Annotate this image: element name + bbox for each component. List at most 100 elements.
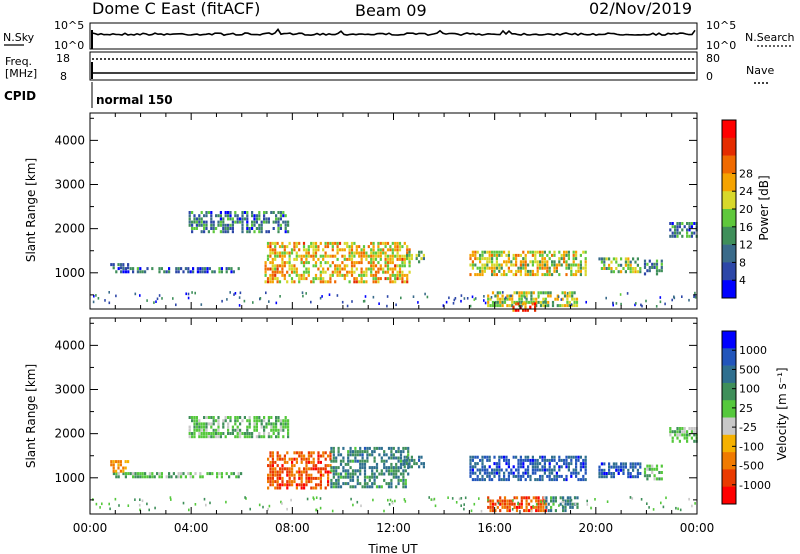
velocity-colorbar-segment: [722, 469, 736, 487]
power-colorbar-tick-label: 8: [739, 256, 746, 269]
velocity-near-range-scatter: [92, 496, 696, 513]
x-tick-label: 00:00: [73, 521, 108, 535]
x-tick-label: 16:00: [477, 521, 512, 535]
velocity-echo-region: [598, 462, 642, 479]
power-y-tick-label: 4000: [54, 133, 85, 147]
radar-title: Dome C East (fitACF): [92, 0, 260, 18]
velocity-echo-region: [112, 472, 243, 479]
velocity-panel-frame: [89, 317, 698, 515]
power-colorbar-tick-label: 4: [739, 274, 746, 287]
power-colorbar: 4 8 12 16 20 24 28: [721, 119, 753, 299]
nsearch-tick-top: 10^5: [706, 19, 736, 32]
cpid-value: normal 150: [96, 93, 173, 107]
power-echo-region: [598, 257, 642, 274]
velocity-y-tick-label: 3000: [54, 383, 85, 397]
velocity-echo-region: [487, 496, 547, 513]
power-colorbar-segment: [722, 155, 736, 174]
velocity-y-tick-label: 4000: [54, 338, 85, 352]
velocity-colorbar-segment: [722, 434, 736, 453]
power-echo-region: [188, 211, 290, 234]
velocity-echo-region: [643, 464, 663, 481]
velocity-colorbar-tick-label: -1000: [739, 479, 771, 492]
power-colorbar-segment: [722, 262, 736, 281]
power-colorbar-segment: [722, 191, 736, 210]
power-colorbar-segment: [722, 244, 736, 263]
noise-strip: [89, 22, 698, 50]
velocity-echo-region: [110, 460, 130, 473]
power-colorbar-tick-label: 28: [739, 167, 753, 180]
velocity-colorbar-tick-label: -500: [739, 460, 764, 473]
velocity-colorbar-segment: [722, 486, 736, 505]
power-panel-frame: [89, 112, 698, 310]
power-colorbar-segment: [722, 280, 736, 299]
velocity-colorbar-segment: [722, 452, 736, 470]
power-colorbar-segment: [722, 120, 736, 139]
velocity-colorbar-segment: [722, 348, 736, 366]
nsearch-tick-bottom: 10^0: [706, 39, 736, 52]
power-colorbar-segment: [722, 209, 736, 228]
power-echo-region: [264, 241, 411, 284]
power-colorbar-segment: [722, 137, 736, 156]
nave-tick-top: 80: [706, 52, 720, 65]
velocity-echoes: [92, 416, 698, 513]
velocity-echo-region: [188, 416, 290, 439]
velocity-colorbar-segment: [722, 400, 736, 418]
x-tick-label: 12:00: [376, 521, 411, 535]
nave-tick-bottom: 0: [706, 70, 713, 83]
power-colorbar-segment: [722, 173, 736, 192]
velocity-colorbar-tick-label: 500: [739, 363, 760, 376]
x-tick-label: 20:00: [579, 521, 614, 535]
velocity-axis-ticks: 1000 2000 3000 4000 00:00 04:00 08:00 12:00 16:0…: [54, 318, 714, 535]
freq-tick-top: 18: [56, 52, 70, 65]
power-echo-region: [110, 263, 130, 270]
beam-label: Beam 09: [355, 1, 427, 20]
velocity-colorbar-tick-label: 1000: [739, 344, 767, 357]
power-echo-region: [512, 302, 537, 312]
x-tick-label: 08:00: [275, 521, 310, 535]
power-colorbar-tick-label: 20: [739, 203, 753, 216]
nsky-label: N.Sky: [3, 31, 35, 44]
power-colorbar-tick-label: 24: [739, 185, 753, 198]
power-y-label: Slant Range [km]: [24, 158, 38, 262]
velocity-echo-region: [330, 446, 410, 489]
velocity-y-tick-label: 1000: [54, 471, 85, 485]
velocity-colorbar-segment: [722, 365, 736, 384]
power-echo-region: [115, 267, 240, 274]
velocity-y-tick-label: 2000: [54, 427, 85, 441]
velocity-colorbar: 1000 500 100 25 -25 -100 -500 -1000: [721, 330, 771, 505]
x-tick-label: 00:00: [680, 521, 715, 535]
velocity-colorbar-segment: [722, 331, 736, 349]
velocity-colorbar-tick-label: -100: [739, 440, 764, 453]
x-axis-label: Time UT: [367, 542, 418, 554]
power-y-tick-label: 3000: [54, 178, 85, 192]
noise-trace: [91, 28, 696, 49]
power-colorbar-label: Power [dB]: [757, 175, 771, 240]
velocity-y-label: Slant Range [km]: [24, 364, 38, 468]
x-tick-label: 04:00: [174, 521, 209, 535]
velocity-echo-region: [403, 455, 425, 469]
freq-label: Freq.: [5, 55, 32, 68]
power-y-tick-label: 2000: [54, 222, 85, 236]
nsky-tick-bottom: 10^0: [54, 39, 84, 52]
velocity-colorbar-segment: [722, 382, 736, 401]
power-echo-region: [643, 259, 663, 276]
freq-strip: [89, 51, 698, 81]
freq-unit: [MHz]: [5, 67, 37, 80]
power-colorbar-tick-label: 16: [739, 221, 753, 234]
velocity-colorbar-tick-label: 25: [739, 402, 753, 415]
power-axis-ticks: 1000 2000 3000 4000: [54, 113, 698, 309]
velocity-echo-region: [545, 496, 579, 513]
velocity-colorbar-label: Velocity [m s⁻¹]: [775, 367, 789, 460]
power-echo-region: [669, 222, 698, 238]
velocity-colorbar-tick-label: -25: [739, 421, 757, 434]
power-echoes: [92, 211, 698, 312]
nave-label: Nave: [746, 64, 774, 77]
nsearch-label: N.Search: [745, 31, 795, 44]
freq-tick-bottom: 8: [60, 70, 67, 83]
power-colorbar-segment: [722, 226, 736, 245]
cpid-label: CPID: [4, 89, 36, 103]
power-colorbar-tick-label: 12: [739, 239, 753, 252]
power-echo-region: [469, 250, 587, 277]
velocity-echo-region: [267, 451, 332, 490]
